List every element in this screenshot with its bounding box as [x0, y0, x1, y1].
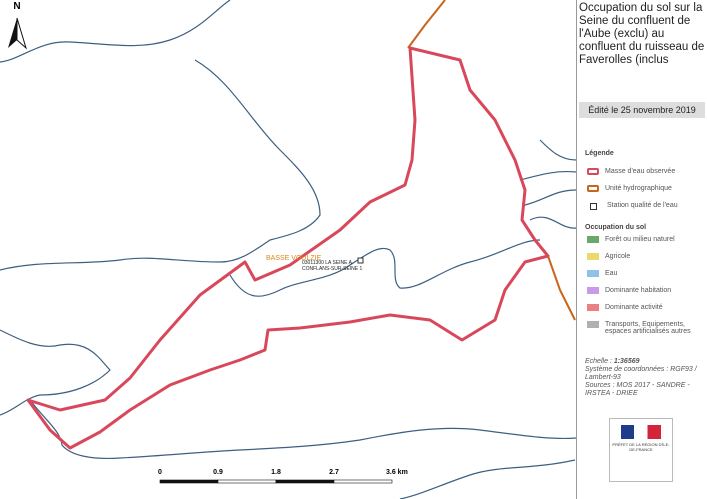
legend-row: Eau: [587, 270, 705, 277]
scale-value: 1:36569: [613, 358, 640, 365]
scale-label: 0.9: [213, 469, 223, 476]
river: [519, 139, 576, 229]
map: BASSE VOULZIE 03011300 LA SEINE A CONFLA…: [0, 0, 576, 499]
legend-swatch: [587, 185, 599, 192]
legend-label: Forêt ou milieu naturel: [605, 236, 675, 243]
river: [29, 399, 576, 460]
edit-date: Édité le 25 novembre 2019: [579, 102, 705, 118]
scale-segment: [217, 479, 277, 484]
legend-swatch: [587, 253, 599, 260]
legend-row: Masse d'eau observée: [587, 168, 705, 175]
station: [357, 257, 364, 264]
legend-label: Station qualité de l'eau: [607, 202, 678, 209]
scale-bar: 0 0.9 1.8 2.7 3.6 km: [158, 469, 408, 484]
legend-swatch: [590, 203, 597, 210]
legend-title: Légende: [585, 150, 614, 157]
basin-label: BASSE VOULZIE: [266, 255, 322, 262]
station-label: 03011300 LA SEINE A CONFLANS-SUR-SEINE 1: [302, 260, 363, 272]
crs: Système de coordonnées : RGF93 / Lambert…: [585, 366, 697, 381]
rivers: [0, 0, 576, 499]
scale-label: 1.8: [271, 469, 281, 476]
legend-swatch: [587, 304, 599, 311]
legend-row: Transports, Equipements, espaces artific…: [587, 321, 705, 335]
logo: PRÉFET DE LA RÉGION D'ÎLE-DE-FRANCE: [609, 418, 673, 482]
legend-row: Dominante habitation: [587, 287, 705, 294]
scale-label: Echelle :: [585, 358, 612, 365]
north-label: N: [13, 1, 20, 12]
legend-label: Unité hydrographique: [605, 185, 672, 192]
legend-swatch: [587, 287, 599, 294]
flag: [621, 425, 661, 439]
legend-row: Forêt ou milieu naturel: [587, 236, 705, 243]
legend-swatch: [587, 321, 599, 328]
sources: Sources : MOS 2017 - SANDRE - IRSTEA - D…: [585, 382, 690, 397]
legend-row: Dominante activité: [587, 304, 705, 311]
logo-text: PRÉFET DE LA RÉGION D'ÎLE-DE-FRANCE: [612, 442, 670, 452]
scale-label: 2.7: [329, 469, 339, 476]
legend-label: Dominante habitation: [605, 287, 672, 294]
river: [0, 59, 321, 271]
scale-label: 0: [158, 469, 162, 476]
legend-label: Masse d'eau observée: [605, 168, 676, 175]
legend-swatch: [587, 270, 599, 277]
water-body: [26, 46, 550, 450]
legend-label: Agricole: [605, 253, 631, 260]
river: [0, 329, 111, 416]
legend-label: Eau: [605, 270, 618, 277]
legend-label: Transports, Equipements, espaces artific…: [605, 321, 691, 335]
landuse-title: Occupation du sol: [585, 224, 647, 231]
station-label-box: 03011300 LA SEINE A CONFLANS-SUR-SEINE 1: [302, 260, 363, 272]
legend-row: Agricole: [587, 253, 705, 260]
map-info: Echelle : 1:36569 Système de coordonnées…: [585, 358, 703, 398]
north-arrow: [8, 18, 17, 48]
legend-swatch: [587, 168, 599, 175]
legend-label: Dominante activité: [605, 304, 663, 311]
hydro-unit: [407, 0, 576, 321]
river: [0, 0, 231, 63]
legend-row: Station qualité de l'eau: [587, 202, 705, 210]
legend-swatch: [587, 236, 599, 243]
title: Occupation du sol sur la Seine du conflu…: [579, 2, 705, 66]
side-panel: Occupation du sol sur la Seine du conflu…: [576, 0, 707, 499]
scale-label: 3.6 km: [386, 469, 408, 476]
legend-row: Unité hydrographique: [587, 185, 705, 192]
river: [229, 239, 541, 297]
river: [399, 459, 576, 499]
scale-segment: [159, 479, 219, 484]
scale-segment: [275, 479, 335, 484]
scale-segment: [333, 479, 393, 484]
north-arrow: [16, 17, 27, 50]
